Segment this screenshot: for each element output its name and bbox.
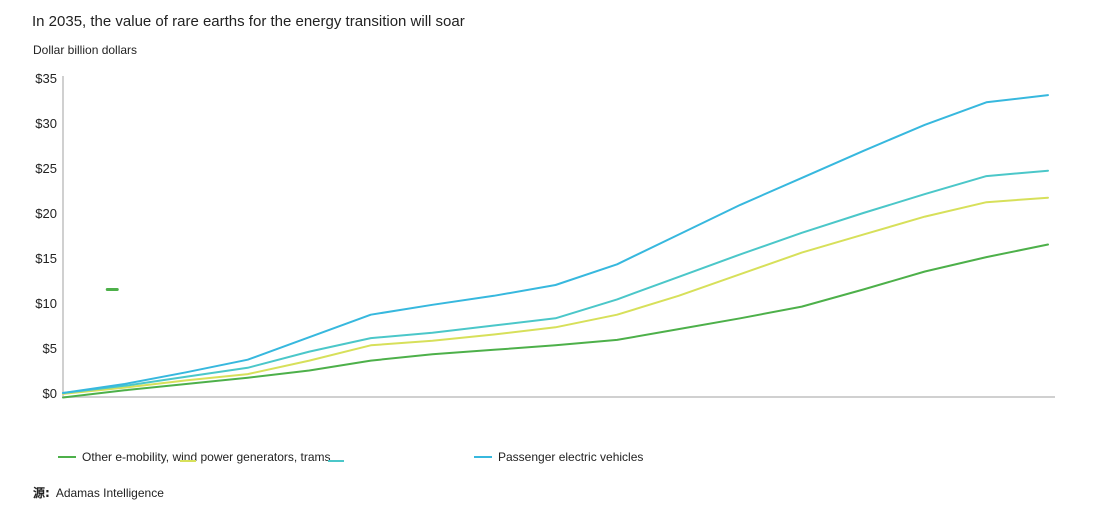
source-note: 源: Adamas Intelligence	[33, 484, 164, 501]
legend-swatch-stray-teal	[328, 460, 344, 462]
y-tick-label: $20	[35, 206, 57, 221]
y-tick-label: $25	[35, 161, 57, 176]
line-chart: $0 $5 $10 $15 $20 $25 $30 $35	[35, 71, 1055, 401]
y-tick-label: $0	[43, 386, 57, 401]
y-tick-label: $15	[35, 251, 57, 266]
chart-title: In 2035, the value of rare earths for th…	[32, 13, 465, 30]
legend-item-passenger-ev: Passenger electric vehicles	[474, 450, 643, 464]
legend-label-passenger-ev: Passenger electric vehicles	[498, 450, 644, 464]
legend-swatch-stray-yellow	[180, 460, 196, 462]
legend: Other e-mobility, wind power generators,…	[0, 450, 1117, 472]
y-tick-label: $5	[43, 341, 57, 356]
y-tick-label: $10	[35, 296, 57, 311]
series-line-3	[62, 94, 1049, 394]
y-tick-label: $35	[35, 71, 57, 86]
series-line-0	[62, 243, 1049, 399]
source-text: Adamas Intelligence	[55, 486, 164, 500]
y-tick-label: $30	[35, 116, 57, 131]
y-axis-unit-label: Dollar billion dollars	[33, 43, 138, 57]
legend-item-other-e-mobility: Other e-mobility, wind power generators,…	[58, 450, 331, 464]
source-prefix: 源:	[33, 486, 50, 500]
legend-label-other-e-mobility: Other e-mobility, wind power generators,…	[82, 450, 331, 464]
series-line-2	[62, 169, 1049, 394]
series-line-1	[62, 196, 1049, 395]
legend-swatch-passenger-ev	[474, 456, 492, 458]
legend-swatch-other-e-mobility	[58, 456, 76, 458]
